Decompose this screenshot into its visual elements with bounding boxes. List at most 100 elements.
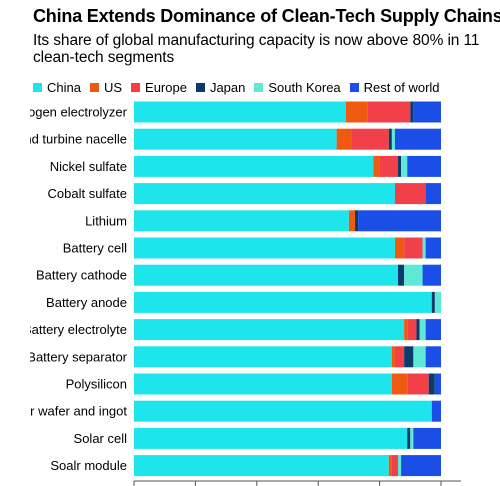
legend-swatch xyxy=(89,83,99,92)
category-label: Lithium xyxy=(85,213,127,228)
legend: China US Europe Japan South Korea Rest o… xyxy=(33,80,449,95)
bar-segment-china xyxy=(134,128,337,150)
category-label: Polysilicon xyxy=(66,377,127,392)
legend-item-south-korea: South Korea xyxy=(254,80,341,95)
bar-segment-south-korea xyxy=(391,128,395,150)
bar-segment-south-korea xyxy=(422,237,426,259)
bar-segment-japan xyxy=(398,264,405,286)
bar-segment-europe xyxy=(367,101,411,123)
legend-label: Europe xyxy=(145,80,187,95)
bar-segment-europe xyxy=(404,237,423,259)
category-label: Solar wafer and ingot xyxy=(4,404,127,419)
category-label: Battery anode xyxy=(46,295,127,310)
category-label: Solar cell xyxy=(74,431,128,446)
bar-segment-us xyxy=(348,210,356,232)
bar-segment-china xyxy=(134,319,405,341)
stacked-bar-chart: Hydrogen electrolyzer Wind turbine nacell… xyxy=(0,98,461,486)
category-label: Wind turbine nacelle xyxy=(9,132,127,147)
bar-segment-europe xyxy=(394,346,405,368)
legend-label: Japan xyxy=(209,80,246,95)
bar-segment-china xyxy=(134,455,389,477)
category-label: Battery cell xyxy=(63,241,127,256)
category-label: Hydrogen electrolyzer xyxy=(1,105,128,120)
bar-segment-china xyxy=(134,427,408,449)
bar-segment-japan xyxy=(428,373,435,395)
bar-segment-china xyxy=(134,101,346,123)
bar-segment-rest-of-world xyxy=(425,319,441,341)
bar-segment-us xyxy=(388,455,392,477)
bar-segment-south-korea xyxy=(410,427,414,449)
bar-segment-japan xyxy=(388,128,392,150)
legend-swatch xyxy=(195,83,205,92)
legend-label: South Korea xyxy=(268,80,341,95)
bar-segment-europe xyxy=(394,183,426,205)
bar-segment-china xyxy=(134,400,432,422)
bar-segment-europe xyxy=(407,319,417,341)
bar-segment-japan xyxy=(416,319,420,341)
category-label: Battery separator xyxy=(27,349,127,364)
bar-segment-us xyxy=(345,101,368,123)
category-label: Battery cathode xyxy=(36,268,127,283)
bar-segment-china xyxy=(134,183,395,205)
bar-segment-europe xyxy=(391,455,399,477)
bar-segment-china xyxy=(134,264,399,286)
bar-segment-japan xyxy=(407,427,411,449)
legend-item-japan: Japan xyxy=(195,80,246,95)
bar-segment-china xyxy=(134,373,392,395)
legend-swatch xyxy=(33,83,42,92)
bar-segment-rest-of-world xyxy=(407,155,441,177)
bar-segment-rest-of-world xyxy=(413,101,441,123)
bar-segment-europe xyxy=(407,373,429,395)
legend-label: Rest of world xyxy=(363,80,440,95)
bar-segment-rest-of-world xyxy=(425,183,441,205)
category-label: Battery electrolyte xyxy=(23,322,127,337)
category-label: Cobalt sulfate xyxy=(48,186,128,201)
bar-segment-rest-of-world xyxy=(425,346,441,368)
legend-item-rest-of-world: Rest of world xyxy=(349,80,440,95)
category-label: Soalr module xyxy=(50,458,127,473)
bar-segment-china xyxy=(134,346,392,368)
bar-segment-japan xyxy=(431,291,435,313)
left-crop-mask xyxy=(0,98,30,486)
bar-segment-china xyxy=(134,291,432,313)
bar-segment-rest-of-world xyxy=(413,427,441,449)
bar-segment-rest-of-world xyxy=(431,400,441,422)
bar-segment-japan xyxy=(404,346,414,368)
chart-title: China Extends Dominance of Clean-Tech Su… xyxy=(33,6,500,26)
legend-item-china: China xyxy=(33,80,81,95)
legend-item-europe: Europe xyxy=(131,80,187,95)
bar-segment-japan xyxy=(355,210,359,232)
chart-subtitle: Its share of global manufacturing capaci… xyxy=(33,32,480,66)
category-label: Nickel sulfate xyxy=(50,159,127,174)
bar-segment-rest-of-world xyxy=(434,373,441,395)
legend-label: China xyxy=(47,80,81,95)
bar-segment-us xyxy=(336,128,352,150)
bar-segment-japan xyxy=(398,155,402,177)
bar-segment-japan xyxy=(410,101,414,123)
legend-swatch xyxy=(349,83,359,92)
bar-segment-china xyxy=(134,237,395,259)
bar-segment-rest-of-world xyxy=(401,455,441,477)
legend-label: US xyxy=(103,80,123,95)
bar-segment-china xyxy=(134,155,374,177)
bar-segment-rest-of-world xyxy=(394,128,441,150)
bar-segment-us xyxy=(391,373,408,395)
legend-swatch xyxy=(254,83,264,92)
bar-segment-south-korea xyxy=(404,264,423,286)
bar-segment-europe xyxy=(351,128,389,150)
bar-segment-south-korea xyxy=(401,155,408,177)
bar-segment-south-korea xyxy=(398,455,402,477)
bar-segment-europe xyxy=(379,155,399,177)
legend-item-us: US xyxy=(89,80,123,95)
bar-segment-us xyxy=(394,237,405,259)
bar-segment-china xyxy=(134,210,349,232)
legend-swatch xyxy=(131,83,141,92)
bar-segment-south-korea xyxy=(419,319,426,341)
bar-segment-rest-of-world xyxy=(422,264,441,286)
bar-segment-us xyxy=(391,346,395,368)
bar-segment-south-korea xyxy=(413,346,426,368)
bar-segment-us xyxy=(404,319,408,341)
bar-segment-rest-of-world xyxy=(358,210,441,232)
bar-segment-south-korea xyxy=(434,291,441,313)
bar-segment-us xyxy=(373,155,380,177)
